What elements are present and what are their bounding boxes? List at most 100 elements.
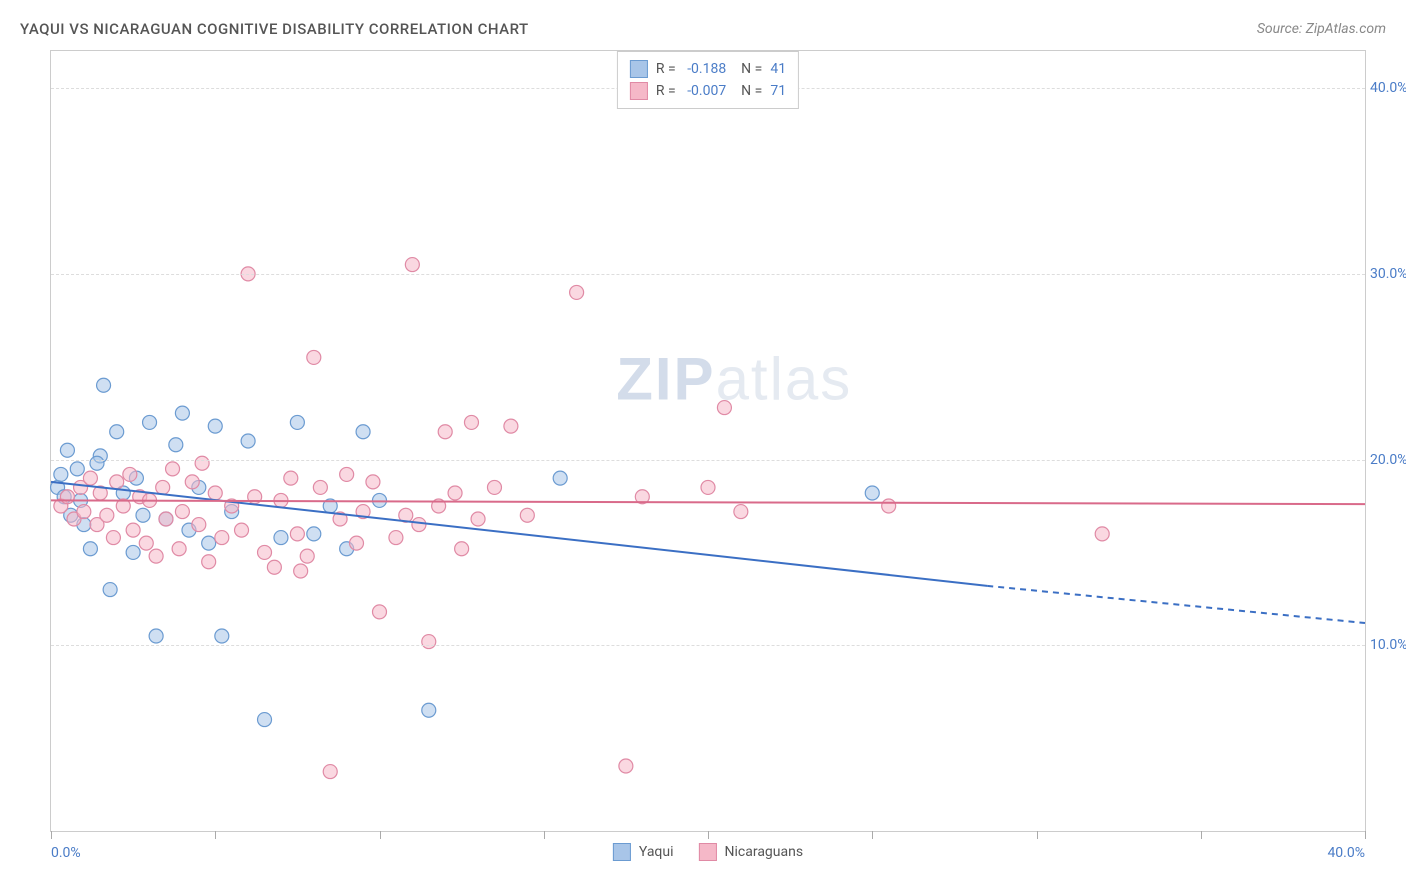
scatter-point xyxy=(143,415,157,429)
scatter-point xyxy=(290,527,304,541)
scatter-point xyxy=(70,462,84,476)
scatter-point xyxy=(169,438,183,452)
x-axis-max-label: 40.0% xyxy=(1327,845,1365,861)
scatter-point xyxy=(471,512,485,526)
x-tick xyxy=(872,831,873,839)
scatter-point xyxy=(313,480,327,494)
scatter-point xyxy=(175,505,189,519)
scatter-point xyxy=(294,564,308,578)
chart-header: YAQUI VS NICARAGUAN COGNITIVE DISABILITY… xyxy=(20,20,1386,38)
scatter-point xyxy=(438,425,452,439)
scatter-point xyxy=(373,605,387,619)
scatter-point xyxy=(175,406,189,420)
scatter-point xyxy=(455,542,469,556)
scatter-point xyxy=(356,425,370,439)
gridline xyxy=(51,645,1365,646)
scatter-point xyxy=(215,629,229,643)
scatter-point xyxy=(487,480,501,494)
scatter-point xyxy=(366,475,380,489)
x-axis-min-label: 0.0% xyxy=(51,845,81,861)
scatter-point xyxy=(208,486,222,500)
legend-row-yaqui: R = -0.188 N = 41 xyxy=(630,58,786,80)
scatter-point xyxy=(208,419,222,433)
scatter-point xyxy=(274,531,288,545)
scatter-point xyxy=(1095,527,1109,541)
scatter-point xyxy=(126,545,140,559)
scatter-point xyxy=(258,545,272,559)
scatter-point xyxy=(235,523,249,537)
scatter-point xyxy=(60,490,74,504)
scatter-point xyxy=(300,549,314,563)
gridline xyxy=(51,274,1365,275)
scatter-point xyxy=(83,542,97,556)
series-legend: Yaqui Nicaraguans xyxy=(613,843,803,861)
scatter-point xyxy=(149,629,163,643)
scatter-point xyxy=(389,531,403,545)
scatter-point xyxy=(448,486,462,500)
legend-row-nicaraguans: R = -0.007 N = 71 xyxy=(630,80,786,102)
scatter-point xyxy=(464,415,478,429)
scatter-point xyxy=(149,549,163,563)
scatter-point xyxy=(520,508,534,522)
scatter-point xyxy=(185,475,199,489)
scatter-point xyxy=(77,505,91,519)
scatter-point xyxy=(83,471,97,485)
x-tick xyxy=(215,831,216,839)
scatter-point xyxy=(215,531,229,545)
scatter-point xyxy=(307,350,321,364)
y-tick-label: 10.0% xyxy=(1370,637,1406,653)
swatch-yaqui xyxy=(630,60,648,78)
scatter-point xyxy=(422,703,436,717)
scatter-point xyxy=(136,508,150,522)
scatter-point xyxy=(350,536,364,550)
scatter-point xyxy=(103,583,117,597)
scatter-point xyxy=(734,505,748,519)
scatter-svg xyxy=(51,51,1365,831)
scatter-point xyxy=(192,518,206,532)
scatter-point xyxy=(202,555,216,569)
scatter-point xyxy=(156,480,170,494)
y-tick-label: 40.0% xyxy=(1370,80,1406,96)
scatter-point xyxy=(126,523,140,537)
scatter-point xyxy=(504,419,518,433)
scatter-point xyxy=(882,499,896,513)
scatter-point xyxy=(172,542,186,556)
scatter-point xyxy=(100,508,114,522)
scatter-point xyxy=(290,415,304,429)
scatter-point xyxy=(110,425,124,439)
scatter-point xyxy=(60,443,74,457)
source-label: Source: ZipAtlas.com xyxy=(1257,21,1386,37)
scatter-point xyxy=(90,456,104,470)
scatter-point xyxy=(405,258,419,272)
x-tick xyxy=(1037,831,1038,839)
scatter-point xyxy=(422,635,436,649)
scatter-point xyxy=(106,531,120,545)
swatch-nicaraguans-icon xyxy=(699,843,717,861)
chart-plot-area: ZIPatlas R = -0.188 N = 41 R = -0.007 N … xyxy=(50,50,1366,832)
scatter-point xyxy=(717,401,731,415)
scatter-point xyxy=(97,378,111,392)
y-tick-label: 30.0% xyxy=(1370,266,1406,282)
scatter-point xyxy=(241,434,255,448)
scatter-point xyxy=(307,527,321,541)
scatter-point xyxy=(340,467,354,481)
scatter-point xyxy=(865,486,879,500)
scatter-point xyxy=(123,467,137,481)
scatter-point xyxy=(166,462,180,476)
scatter-point xyxy=(570,285,584,299)
scatter-point xyxy=(110,475,124,489)
legend-item-nicaraguans: Nicaraguans xyxy=(699,843,804,861)
scatter-point xyxy=(195,456,209,470)
x-tick xyxy=(544,831,545,839)
scatter-point xyxy=(553,471,567,485)
correlation-legend: R = -0.188 N = 41 R = -0.007 N = 71 xyxy=(617,51,799,109)
swatch-nicaraguans xyxy=(630,82,648,100)
y-tick-label: 20.0% xyxy=(1370,452,1406,468)
trendline-dashed xyxy=(987,586,1365,623)
x-tick xyxy=(1201,831,1202,839)
gridline xyxy=(51,460,1365,461)
x-tick xyxy=(380,831,381,839)
chart-title: YAQUI VS NICARAGUAN COGNITIVE DISABILITY… xyxy=(20,20,529,38)
swatch-yaqui-icon xyxy=(613,843,631,861)
legend-item-yaqui: Yaqui xyxy=(613,843,674,861)
